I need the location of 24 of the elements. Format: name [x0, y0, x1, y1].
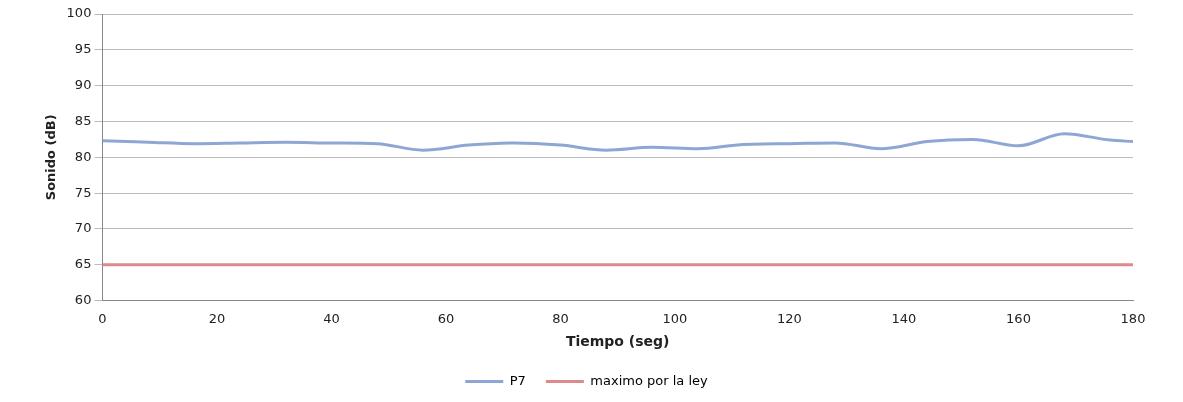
- x-tick-label: 40: [323, 310, 340, 326]
- legend-label: P7: [509, 372, 526, 388]
- y-axis-title: Sonido (dB): [43, 114, 59, 201]
- x-tick-label: 140: [891, 310, 917, 326]
- legend-label: maximo por la ley: [590, 372, 709, 388]
- y-tick-label: 90: [74, 77, 92, 93]
- x-tick-label: 180: [1120, 310, 1146, 326]
- x-tick-label: 160: [1006, 310, 1031, 326]
- y-tick-label: 85: [74, 112, 92, 128]
- x-tick-label: 120: [777, 310, 802, 326]
- x-tick-label: 80: [552, 310, 569, 326]
- line-series: [102, 132, 1133, 152]
- y-tick-label: 65: [74, 256, 92, 272]
- x-tick-label: 0: [98, 310, 107, 326]
- y-tick-label: 80: [74, 148, 92, 164]
- x-tick-label: 20: [208, 310, 226, 326]
- y-tick-label: 75: [74, 184, 92, 200]
- y-tick-label: 95: [74, 41, 92, 57]
- x-axis-title: Tiempo (seg): [565, 333, 670, 350]
- x-tick-label: 60: [437, 310, 455, 326]
- y-tick-label: 70: [74, 220, 92, 236]
- y-tick-label: 100: [66, 5, 92, 21]
- y-tick-label: 60: [74, 291, 92, 307]
- x-tick-label: 100: [662, 310, 688, 326]
